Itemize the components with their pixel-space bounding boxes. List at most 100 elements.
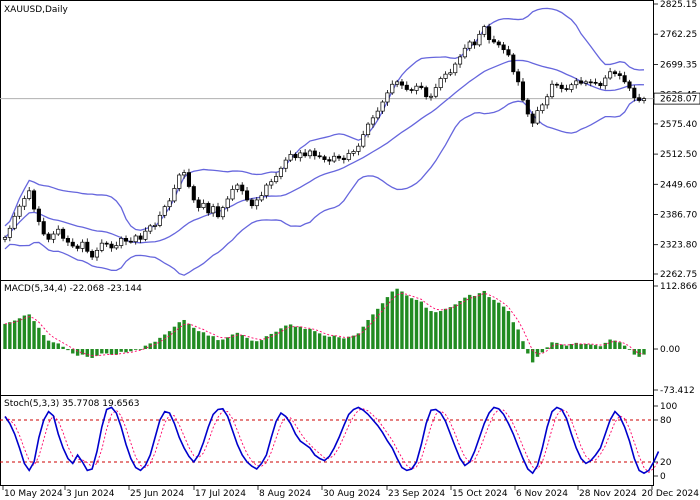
- candle: [458, 56, 463, 65]
- macd-bar: [564, 345, 569, 350]
- macd-bar: [327, 336, 332, 350]
- candle: [409, 89, 414, 91]
- macd-bar: [332, 335, 336, 350]
- macd-bar: [177, 322, 181, 350]
- macd-bar: [240, 335, 244, 350]
- candle: [157, 214, 162, 226]
- candle: [448, 72, 453, 75]
- price-axis-label: 2575.40: [660, 120, 697, 130]
- macd-bar: [608, 339, 612, 350]
- candle: [172, 188, 177, 202]
- candle: [235, 184, 240, 190]
- macd-bar: [409, 298, 414, 350]
- macd-bar: [182, 319, 186, 350]
- candle: [230, 189, 235, 200]
- candle: [487, 26, 492, 40]
- macd-bar: [279, 328, 283, 350]
- stoch-title: Stoch(5,3,3) 35.7708 19.6563: [4, 399, 139, 409]
- candle: [356, 145, 361, 152]
- candle: [128, 240, 133, 243]
- candle: [579, 80, 584, 84]
- candle: [303, 152, 308, 157]
- candle: [123, 238, 129, 242]
- macd-bar: [303, 328, 307, 350]
- macd-bar: [167, 331, 172, 350]
- candle: [341, 157, 346, 160]
- candle: [41, 221, 46, 235]
- candle: [385, 92, 390, 103]
- candle: [114, 245, 119, 249]
- macd-bar: [366, 319, 370, 350]
- candle: [240, 184, 245, 192]
- candle: [622, 75, 627, 83]
- candle: [516, 71, 521, 83]
- candle: [312, 150, 317, 157]
- macd-bar: [114, 349, 119, 355]
- macd-bar: [90, 349, 94, 358]
- macd-bar: [395, 288, 399, 350]
- macd-bar: [429, 311, 433, 350]
- candle: [12, 215, 17, 229]
- current-price-value: 2628.07: [660, 95, 697, 105]
- macd-bar: [351, 335, 356, 350]
- macd-bar: [622, 345, 627, 350]
- candle: [94, 250, 100, 258]
- candle: [109, 243, 114, 249]
- macd-bar: [477, 293, 482, 350]
- macd-bar: [172, 326, 177, 350]
- macd-bar: [458, 300, 462, 350]
- macd-signal-line: [4, 292, 645, 357]
- macd-bar: [438, 311, 443, 350]
- candle: [46, 233, 51, 240]
- macd-bar: [618, 342, 622, 350]
- candle: [540, 104, 545, 112]
- candle: [501, 44, 506, 51]
- macd-bar: [192, 327, 196, 350]
- candle: [506, 49, 511, 56]
- macd-axis-label: 0.00: [660, 345, 680, 355]
- macd-bar: [109, 349, 114, 355]
- macd-bar: [293, 326, 298, 350]
- macd-bar: [153, 341, 157, 350]
- candle: [162, 206, 167, 216]
- candle: [51, 233, 56, 240]
- current-price-label: 2628.07: [653, 92, 700, 105]
- price-panel[interactable]: XAUUSD,Daily 2825.152762.252699.352636.4…: [0, 0, 700, 280]
- macd-bar: [530, 349, 535, 363]
- macd-bar: [501, 306, 506, 350]
- candle: [220, 207, 225, 218]
- macd-panel[interactable]: MACD(5,34,4) -22.068 -23.144 112.866 0.00…: [3, 282, 697, 396]
- time-axis-label: 10 May 2024: [4, 489, 63, 499]
- candle: [293, 153, 298, 159]
- macd-bar: [579, 343, 583, 350]
- candle: [85, 241, 90, 252]
- candle: [612, 71, 617, 75]
- macd-bar: [589, 344, 593, 350]
- macd-bar: [371, 314, 375, 350]
- candle: [322, 156, 327, 160]
- candle: [191, 186, 196, 201]
- candle: [138, 235, 143, 240]
- candle: [608, 71, 613, 79]
- candle: [22, 198, 27, 207]
- macd-bar: [80, 349, 85, 355]
- stoch-panel[interactable]: Stoch(5,3,3) 35.7708 19.6563 100 80 20 0: [0, 399, 677, 482]
- candle: [201, 202, 206, 208]
- macd-bar: [419, 301, 424, 350]
- candle: [259, 195, 264, 201]
- macd-bar: [560, 344, 564, 350]
- candle: [269, 181, 274, 186]
- candle: [143, 230, 148, 240]
- macd-axis: 112.866 0.00 -73.412: [654, 282, 697, 396]
- price-axis-label: 2262.75: [660, 270, 697, 280]
- candle: [148, 225, 153, 232]
- candle: [491, 39, 496, 43]
- macd-bar: [414, 299, 419, 350]
- candle: [336, 155, 342, 159]
- macd-bar: [453, 304, 457, 350]
- macd-bar: [3, 323, 7, 350]
- macd-bar: [230, 334, 235, 350]
- macd-bar: [545, 347, 549, 350]
- candle: [569, 84, 574, 90]
